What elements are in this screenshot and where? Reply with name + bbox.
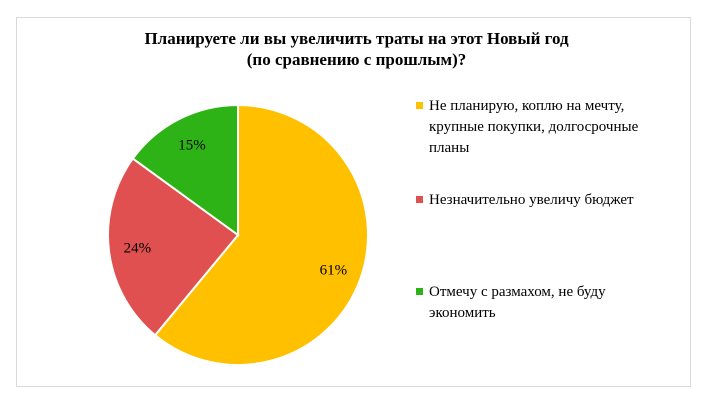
legend-item-1: Незначительно увеличу бюджет [416, 190, 686, 211]
pie-slice-2 [131, 103, 239, 237]
pie-slice-1 [107, 157, 240, 337]
chart-title: Планируете ли вы увеличить траты на этот… [0, 28, 713, 70]
chart-title-line-2: (по сравнению с прошлым)? [246, 50, 467, 69]
legend-swatch-2 [416, 288, 423, 295]
pie-slice-label-2: 15% [178, 138, 206, 154]
legend-item-2: Отмечу с размахом, не буду экономить [416, 282, 686, 324]
legend-label-1: Незначительно увеличу бюджет [429, 192, 634, 208]
legend-swatch-0 [416, 102, 423, 109]
legend-item-0: Не планирую, коплю на мечту, крупные пок… [416, 96, 686, 159]
legend-swatch-1 [416, 196, 423, 203]
legend-label-2: Отмечу с размахом, не буду экономить [429, 284, 606, 321]
legend-label-0: Не планирую, коплю на мечту, крупные пок… [429, 98, 639, 156]
pie-slice-label-0: 61% [320, 262, 348, 278]
chart-title-line-1: Планируете ли вы увеличить траты на этот… [144, 29, 569, 48]
pie-slice-0 [153, 103, 369, 366]
pie-slice-label-1: 24% [124, 241, 152, 257]
